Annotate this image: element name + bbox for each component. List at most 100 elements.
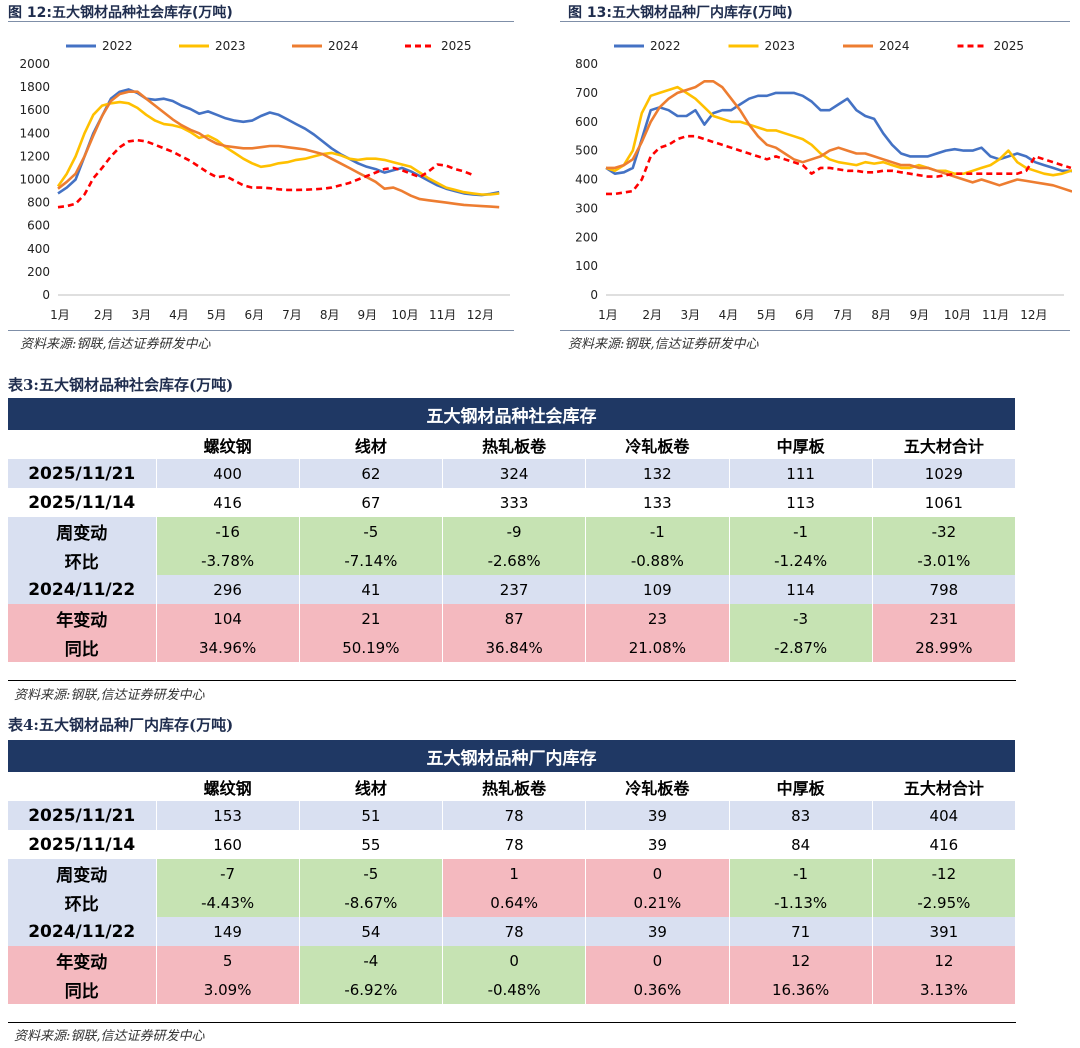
table-cell: 12	[872, 946, 1017, 975]
table-3-caption: 表3:五大钢材品种社会库存(万吨)	[8, 376, 234, 394]
table-cell: 78	[442, 830, 587, 859]
table-cell: 51	[299, 801, 444, 830]
table-cell: 12	[729, 946, 873, 975]
table-cell: 404	[872, 801, 1017, 830]
table-cell: 296	[156, 575, 300, 604]
legend-label: 2023	[215, 39, 246, 53]
x-tick-label: 10月	[391, 308, 418, 322]
table-cell: 0.21%	[585, 888, 730, 917]
table-cell: -5	[299, 859, 444, 888]
table-cell: -12	[872, 859, 1017, 888]
table-cell: 41	[299, 575, 444, 604]
table-cell: 104	[156, 604, 300, 633]
x-tick-label: 9月	[910, 308, 930, 322]
table-cell: 34.96%	[156, 633, 300, 662]
x-tick-label: 12月	[467, 308, 494, 322]
y-tick-label: 1600	[19, 103, 50, 117]
y-tick-label: 0	[590, 288, 598, 302]
legend-label: 2022	[102, 39, 133, 53]
y-tick-label: 800	[27, 196, 50, 210]
table-cell: 36.84%	[442, 633, 587, 662]
row-label: 同比	[8, 633, 157, 662]
table-cell: -1	[729, 517, 873, 546]
y-tick-label: 600	[575, 115, 598, 129]
table-4: 五大钢材品种厂内库存 螺纹钢 线材 热轧板卷 冷轧板卷 中厚板 五大材合计 2025/11/…	[8, 740, 1017, 1004]
table-cell: 83	[729, 801, 873, 830]
table-cell: -6.92%	[299, 975, 444, 1004]
figure-12-title-rule	[8, 21, 514, 22]
legend-label: 2024	[879, 39, 910, 53]
table-cell: 54	[299, 917, 444, 946]
table-cell: -16	[156, 517, 300, 546]
corner-cell	[8, 772, 157, 801]
table-cell: -2.87%	[729, 633, 873, 662]
row-label: 2025/11/14	[8, 830, 157, 859]
table-cell: -8.67%	[299, 888, 444, 917]
table-row: 2025/11/21 400 62 324 132 111 1029	[8, 459, 1017, 488]
row-label: 同比	[8, 975, 157, 1004]
figure-13-source-rule	[560, 330, 1070, 331]
row-label: 2025/11/14	[8, 488, 157, 517]
table-cell: 114	[729, 575, 873, 604]
table-4-bottom-rule	[8, 1022, 1016, 1023]
row-label: 环比	[8, 888, 157, 917]
figure-12-title: 图 12:五大钢材品种社会库存(万吨)	[8, 5, 233, 21]
x-tick-label: 8月	[871, 308, 891, 322]
x-tick-label: 4月	[719, 308, 739, 322]
table-cell: 160	[156, 830, 300, 859]
column-header: 热轧板卷	[442, 430, 587, 459]
x-tick-label: 9月	[358, 308, 378, 322]
series-line-2025	[57, 138, 474, 209]
x-tick-label: 3月	[681, 308, 701, 322]
x-tick-label: 5月	[207, 308, 227, 322]
figure-13-title: 图 13:五大钢材品种厂内库存(万吨)	[568, 5, 793, 21]
y-tick-label: 0	[42, 288, 50, 302]
table-cell: 78	[442, 917, 587, 946]
table-cell: 0	[442, 946, 587, 975]
table-row: 2025/11/14 160 55 78 39 84 416	[8, 830, 1017, 859]
table-cell: 1029	[872, 459, 1017, 488]
table-cell: 16.36%	[729, 975, 873, 1004]
row-label: 2024/11/22	[8, 917, 157, 946]
column-header: 螺纹钢	[156, 772, 300, 801]
table-row: 环比 -3.78% -7.14% -2.68% -0.88% -1.24% -3.01%	[8, 546, 1017, 575]
table-cell: 149	[156, 917, 300, 946]
y-tick-label: 400	[575, 173, 598, 187]
x-tick-label: 1月	[50, 308, 70, 322]
table-cell: 416	[156, 488, 300, 517]
series-line-2024	[606, 79, 1072, 193]
legend-label: 2024	[328, 39, 359, 53]
table-cell: -3.01%	[872, 546, 1017, 575]
table-cell: 3.09%	[156, 975, 300, 1004]
figure-13-title-rule	[560, 21, 1070, 22]
row-label: 周变动	[8, 517, 157, 546]
table-4-source: 资料来源:钢联,信达证券研发中心	[14, 1029, 205, 1044]
table-cell: 21.08%	[585, 633, 730, 662]
y-tick-label: 200	[575, 230, 598, 244]
series-line-2024	[57, 90, 500, 209]
row-label: 年变动	[8, 946, 157, 975]
table-cell: -7.14%	[299, 546, 444, 575]
legend-label: 2022	[650, 39, 681, 53]
y-tick-label: 400	[27, 242, 50, 256]
series-line-2023	[605, 85, 1072, 177]
table-cell: 39	[585, 917, 730, 946]
table-cell: -1	[729, 859, 873, 888]
table-row: 周变动 -16 -5 -9 -1 -1 -32	[8, 517, 1017, 546]
x-tick-label: 11月	[982, 308, 1009, 322]
table-cell: 153	[156, 801, 300, 830]
y-tick-label: 2000	[19, 57, 50, 71]
table-3: 五大钢材品种社会库存 螺纹钢 线材 热轧板卷 冷轧板卷 中厚板 五大材合计 2025/11/…	[8, 398, 1017, 662]
table-cell: -2.68%	[442, 546, 587, 575]
table-cell: 0.36%	[585, 975, 730, 1004]
table-cell: 132	[585, 459, 730, 488]
column-header: 五大材合计	[872, 430, 1017, 459]
table-cell: -2.95%	[872, 888, 1017, 917]
table-cell: -1	[585, 517, 730, 546]
table-cell: -32	[872, 517, 1017, 546]
y-tick-label: 100	[575, 259, 598, 273]
table-cell: -9	[442, 517, 587, 546]
table-cell: 231	[872, 604, 1017, 633]
table-cell: 0	[585, 946, 730, 975]
table-row: 年变动 5 -4 0 0 12 12	[8, 946, 1017, 975]
